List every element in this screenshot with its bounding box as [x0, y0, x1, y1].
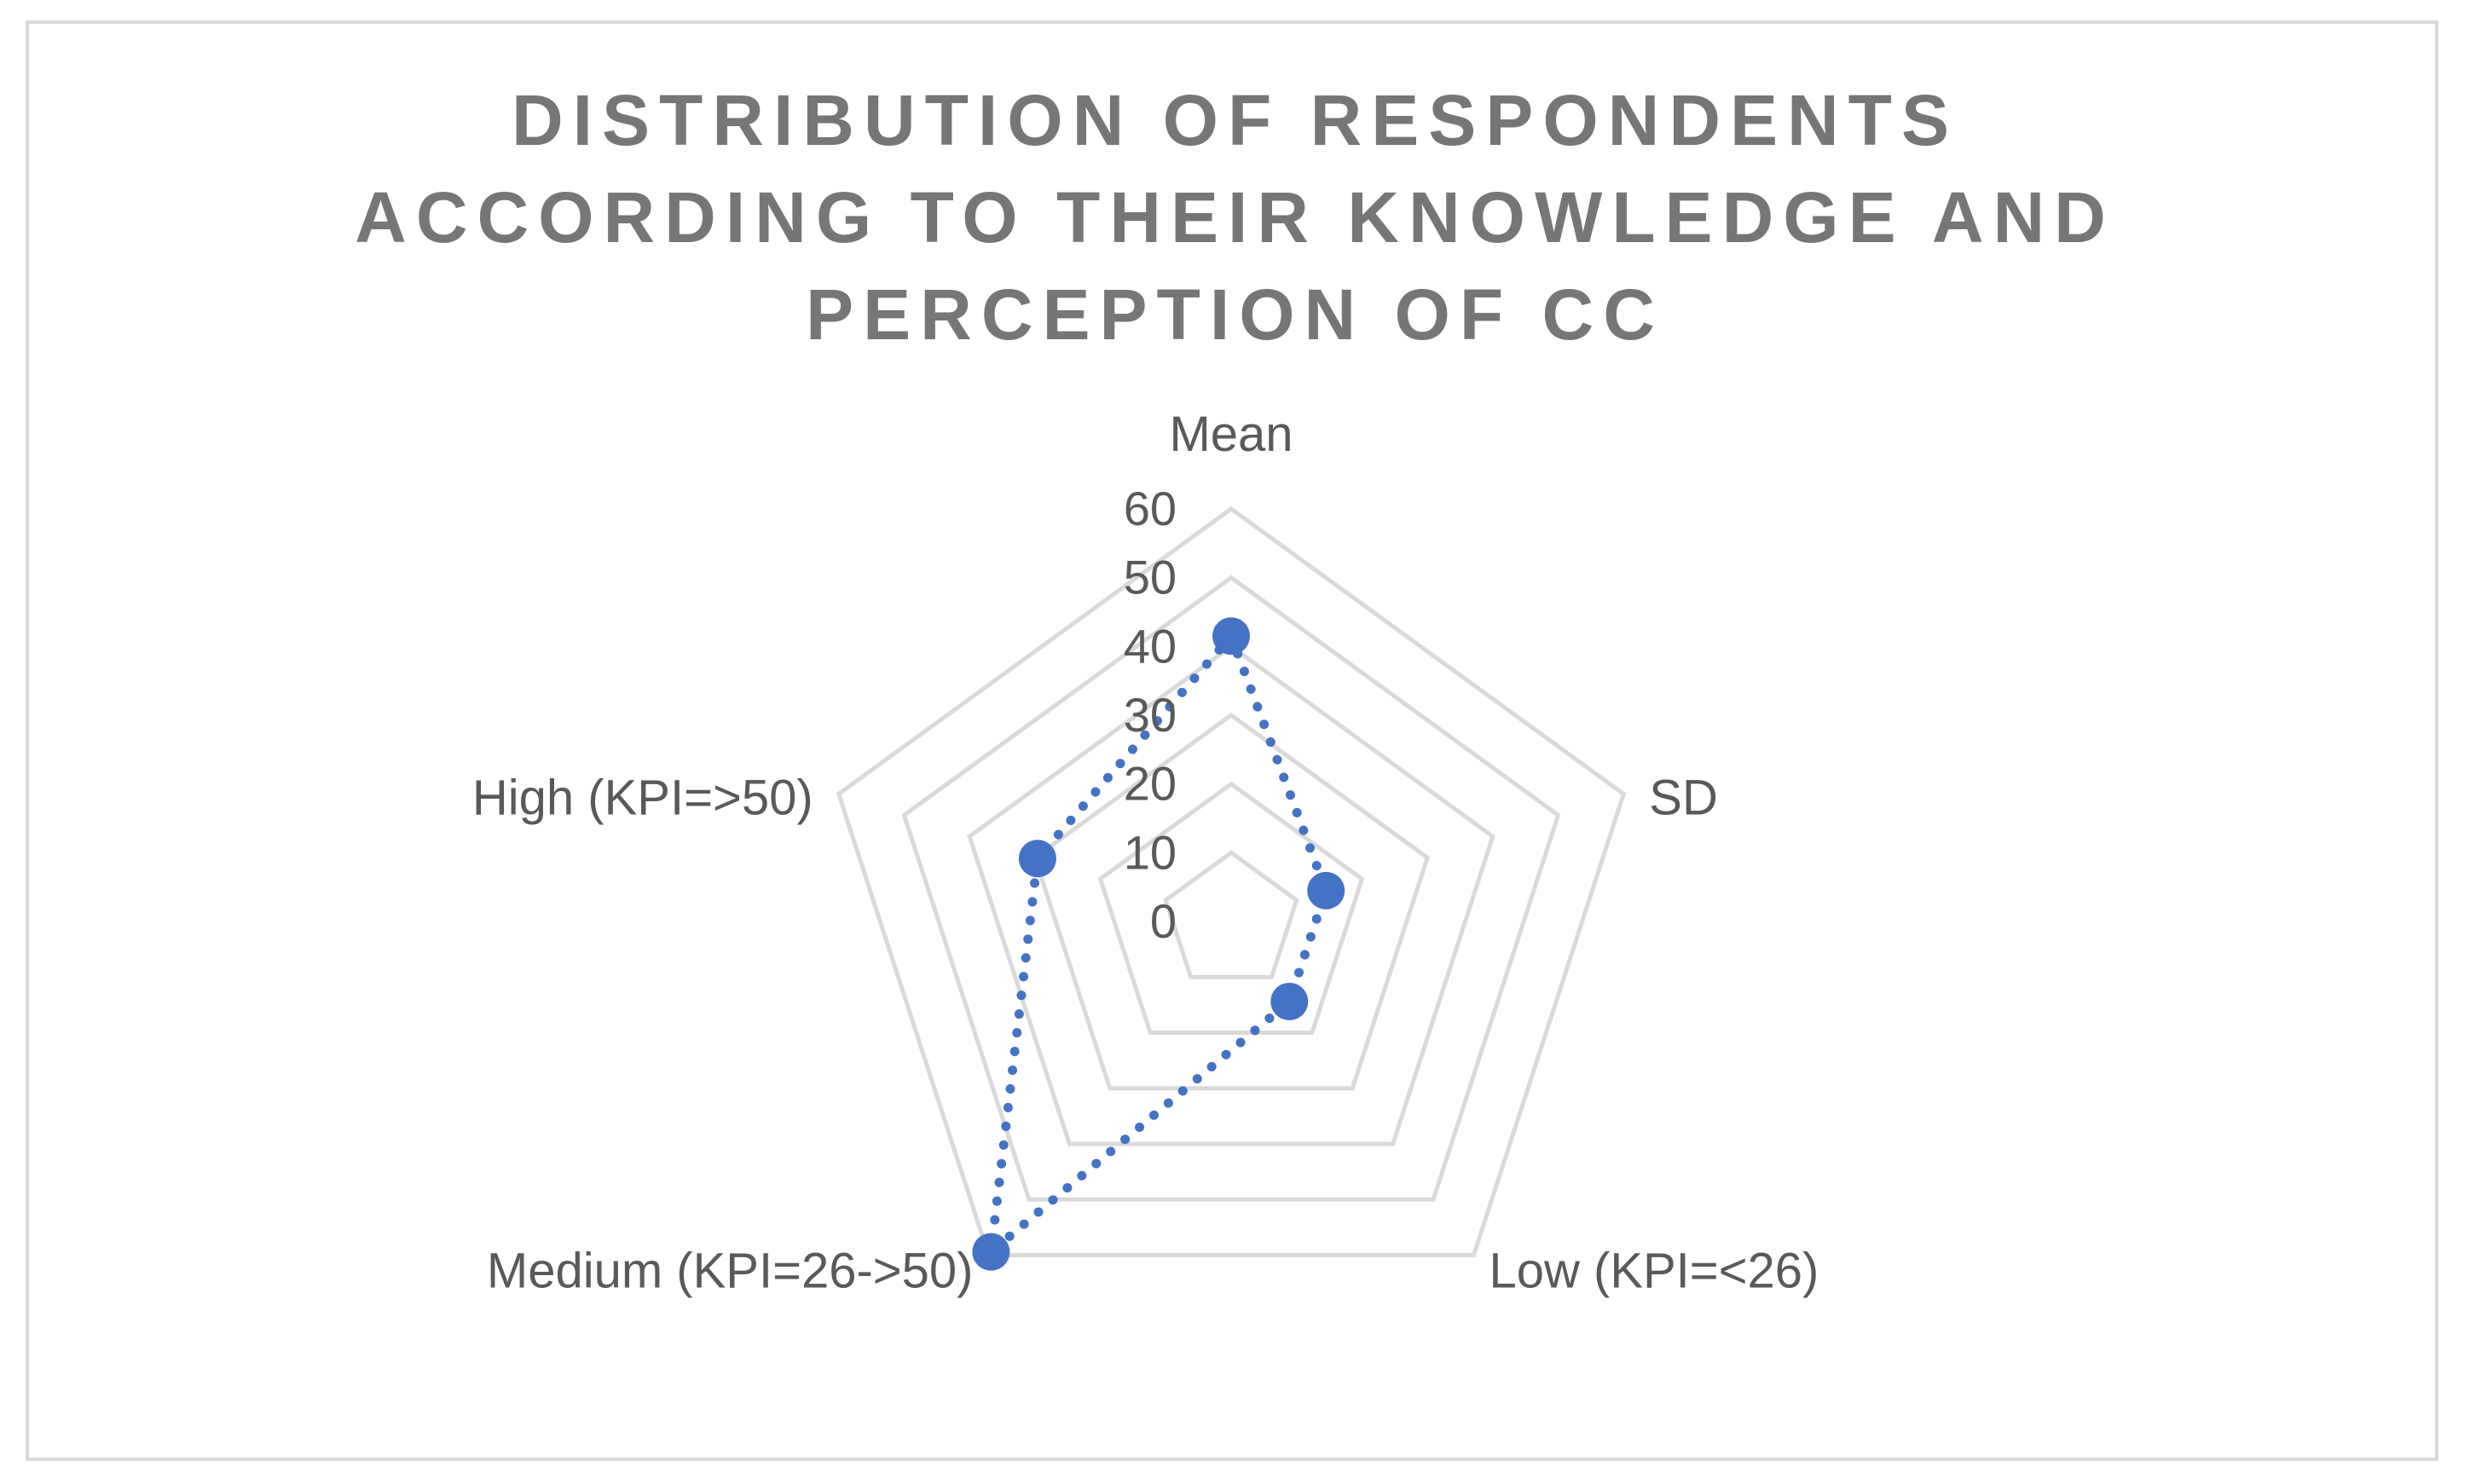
data-point-3: [972, 1233, 1010, 1271]
grid-ring-40: [967, 644, 1495, 1146]
data-point-4: [1018, 840, 1056, 878]
chart-title: DISTRIBUTION OF RESPONDENTS ACCORDING TO…: [0, 72, 2470, 363]
category-label-0: Mean: [1169, 407, 1293, 462]
r-tick-label: 60: [1124, 482, 1177, 535]
radar-grid: [836, 505, 1627, 1258]
category-labels: Mean SD Low (KPI=<26) Medium (KPI=26->50) Hi…: [472, 407, 1819, 1299]
r-tick-label: 0: [1150, 894, 1177, 948]
chart-title-line-2: ACCORDING TO THEIR KNOWLEDGE AND: [355, 177, 2115, 257]
category-label-4: High (KPI=>50): [472, 770, 813, 825]
category-label-1: SD: [1649, 770, 1718, 825]
grid-ring-30: [1032, 712, 1431, 1091]
r-tick-label: 10: [1124, 825, 1177, 879]
r-tick-label: 30: [1124, 688, 1177, 742]
chart-title-line-1: DISTRIBUTION OF RESPONDENTS: [511, 80, 1959, 160]
category-label-2: Low (KPI=<26): [1489, 1244, 1819, 1299]
grid-ring-20: [1097, 781, 1365, 1036]
grid-ring-60: [836, 505, 1627, 1258]
category-label-3: Medium (KPI=26->50): [487, 1244, 974, 1299]
data-point-0: [1212, 617, 1250, 655]
radial-tick-labels: 0 10 20 30 40 50 60: [1124, 482, 1177, 948]
data-point-1: [1307, 871, 1345, 909]
series-line: [986, 631, 1331, 1257]
r-tick-label: 40: [1124, 619, 1177, 673]
r-tick-label: 50: [1124, 551, 1177, 604]
r-tick-label: 20: [1124, 757, 1177, 811]
data-point-2: [1270, 982, 1309, 1020]
radar-series: [972, 617, 1345, 1271]
grid-ring-10: [1163, 850, 1299, 979]
grid-ring-50: [901, 575, 1561, 1202]
chart-title-line-3: PERCEPTION OF CC: [806, 274, 1664, 355]
chart-frame: [26, 20, 2438, 1461]
